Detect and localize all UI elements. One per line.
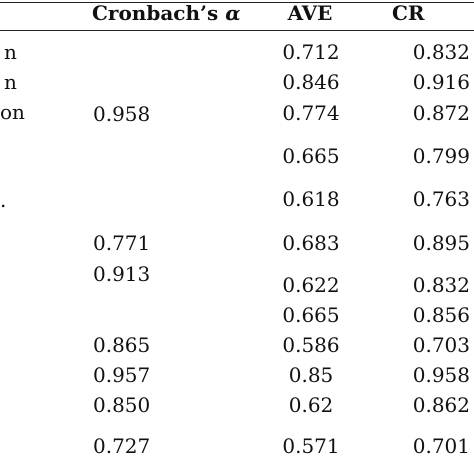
cr-value: 0.832 [412,40,470,64]
ave-value: 0.618 [282,187,340,211]
ave-value: 0.683 [282,231,340,255]
cr-value: 0.799 [412,144,470,168]
ave-value: 0.712 [282,40,340,64]
cr-value: 0.862 [412,393,470,417]
cr-value: 0.703 [412,333,470,357]
cr-value: 0.763 [412,187,470,211]
ave-value: 0.571 [282,434,340,458]
header-cronbach-alpha: Cronbach’s α [92,1,241,25]
cr-value: 0.701 [412,434,470,458]
alpha-value: 0.771 [93,231,151,255]
header-cr: CR [392,1,425,25]
header-rule [0,30,474,31]
cr-value: 0.832 [412,273,470,297]
alpha-symbol: α [225,1,241,25]
row-label-fragment: n [4,40,17,64]
ave-value: 0.62 [288,393,334,417]
cr-value: 0.916 [412,70,470,94]
header-cronbach-label: Cronbach’s [92,1,219,25]
ave-value: 0.586 [282,333,340,357]
ave-value: 0.622 [282,273,340,297]
row-label-fragment: n [4,70,17,94]
ave-value: 0.774 [282,101,340,125]
alpha-value: 0.865 [93,333,151,357]
ave-value: 0.85 [288,363,334,387]
cr-value: 0.958 [412,363,470,387]
row-label-fragment: on [0,100,25,124]
cr-value: 0.856 [412,303,470,327]
alpha-value: 0.850 [93,393,151,417]
alpha-value: 0.913 [93,262,151,286]
alpha-value: 0.957 [93,363,151,387]
ave-value: 0.846 [282,70,340,94]
alpha-value: 0.958 [93,102,151,126]
row-label-fragment: . [0,188,7,212]
header-ave: AVE [287,1,333,25]
top-rule [0,2,474,3]
cr-value: 0.872 [412,101,470,125]
alpha-value: 0.727 [93,434,151,458]
ave-value: 0.665 [282,303,340,327]
ave-value: 0.665 [282,144,340,168]
cr-value: 0.895 [412,231,470,255]
